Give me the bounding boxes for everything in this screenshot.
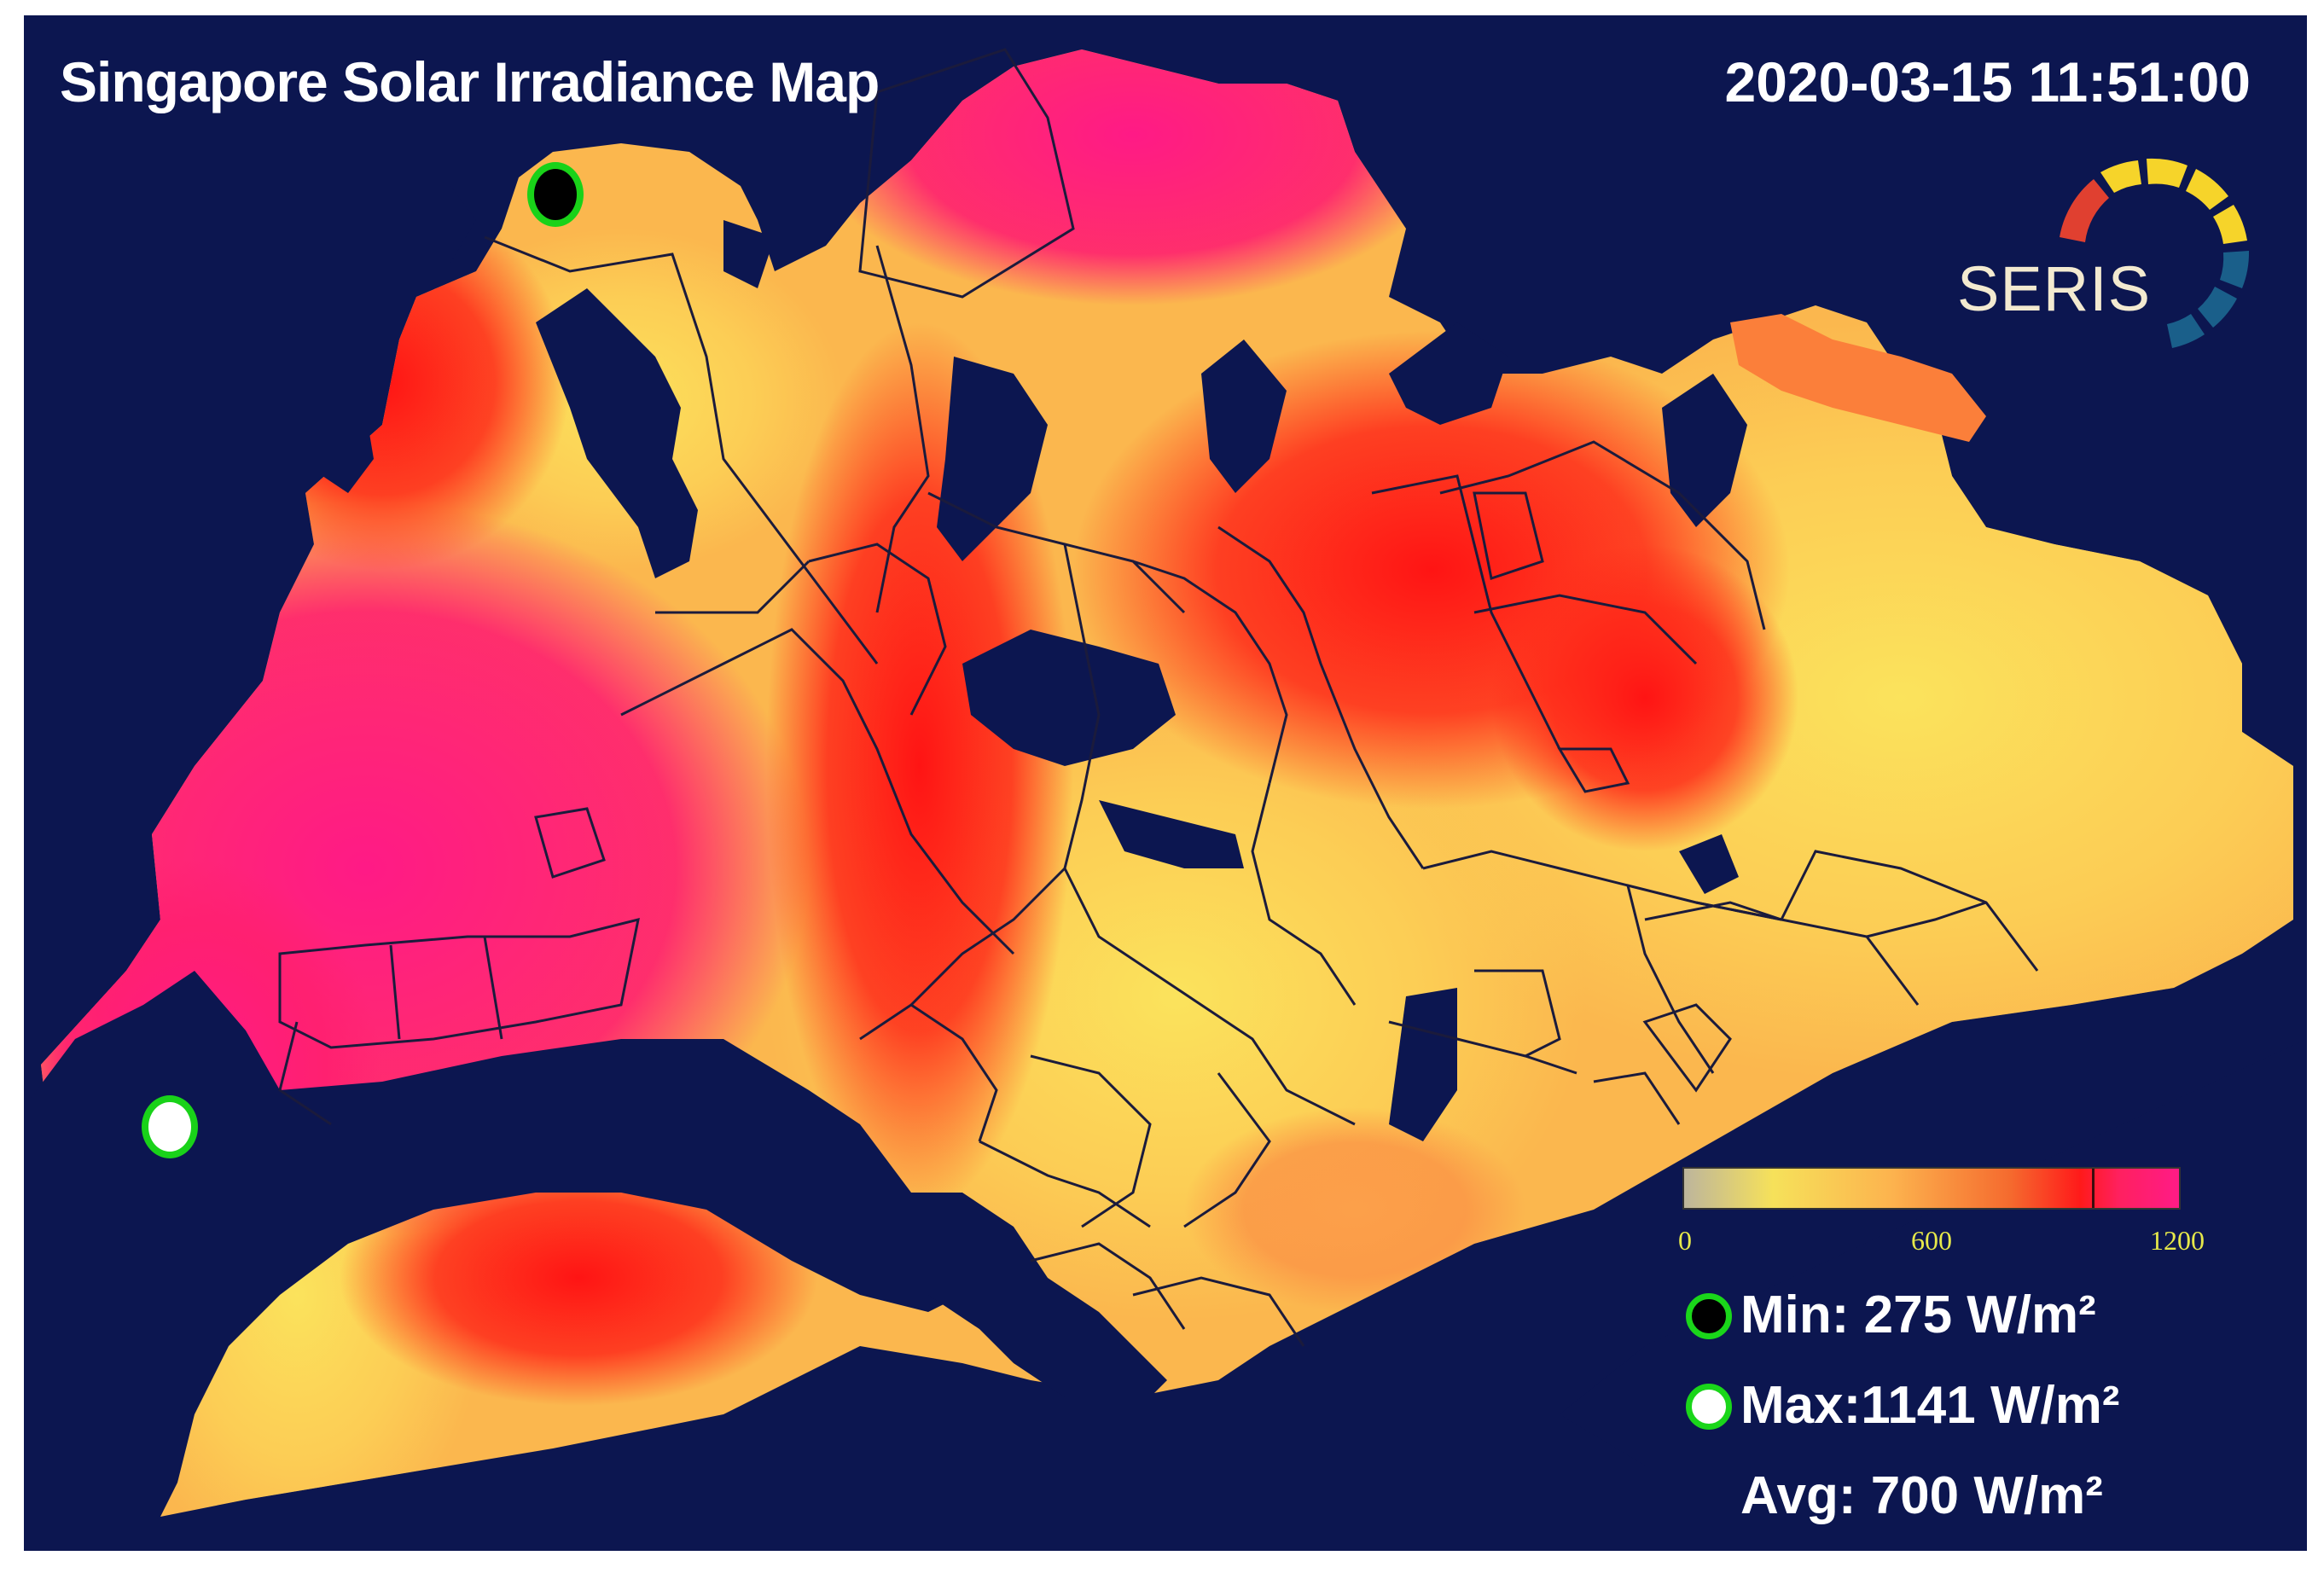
max-marker-icon <box>1686 1384 1732 1430</box>
timestamp: 2020-03-15 11:51:00 <box>1724 50 2251 113</box>
scale-tick-min: 0 <box>1678 1225 1692 1256</box>
map-frame: Singapore Solar Irradiance Map 2020-03-1… <box>24 15 2307 1551</box>
irradiance-map <box>24 48 2307 1551</box>
map-title: Singapore Solar Irradiance Map <box>60 50 880 113</box>
seris-logo-text: SERIS <box>1957 253 2152 324</box>
min-irradiance-stat: Min: 275 W/m² <box>1740 1286 2096 1344</box>
scale-tick-max: 1200 <box>2150 1225 2205 1256</box>
color-scale-marker <box>2092 1169 2095 1208</box>
max-location-pin-icon <box>142 1095 198 1158</box>
seris-logo-icon <box>2060 158 2250 348</box>
max-irradiance-stat: Max:1141 W/m² <box>1740 1376 2120 1435</box>
avg-irradiance-stat: Avg: 700 W/m² <box>1740 1466 2103 1525</box>
district-boundaries <box>278 48 2039 1347</box>
min-marker-icon <box>1686 1293 1732 1339</box>
min-location-pin-icon <box>527 162 584 227</box>
irradiance-color-scale <box>1682 1167 2181 1210</box>
pulau-ubin-island <box>1730 314 1986 442</box>
seris-logo: SERIS <box>1957 126 2273 365</box>
scale-tick-mid: 600 <box>1911 1225 1952 1256</box>
